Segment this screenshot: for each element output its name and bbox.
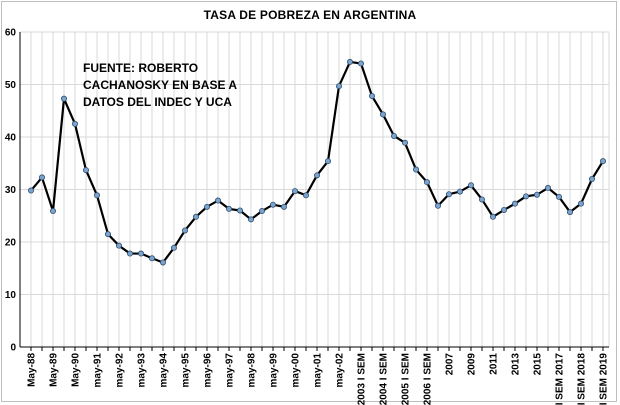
data-point — [148, 255, 155, 262]
data-point — [116, 242, 123, 249]
data-point — [247, 216, 254, 223]
data-point — [534, 191, 541, 198]
data-point — [291, 188, 298, 195]
data-point — [280, 203, 287, 210]
axes — [19, 32, 609, 351]
data-point — [456, 188, 463, 195]
x-tick-label: may-02 — [335, 353, 346, 388]
x-tick-label: may-98 — [247, 353, 258, 388]
data-point — [379, 111, 386, 118]
data-points — [27, 58, 607, 266]
data-point — [545, 184, 552, 191]
x-tick-label: 2015 — [533, 353, 544, 376]
x-tick-label: may-00 — [291, 353, 302, 388]
data-point — [578, 200, 585, 207]
x-tick-label: 2011 — [489, 353, 500, 375]
x-tick-label: may-92 — [115, 353, 126, 388]
x-tick-label: may-97 — [225, 353, 236, 388]
data-point — [137, 250, 144, 257]
data-point — [478, 196, 485, 203]
data-point — [390, 132, 397, 139]
data-point — [357, 60, 364, 67]
x-tick-label: may-96 — [203, 353, 214, 388]
x-tick-label: may-94 — [159, 353, 170, 388]
data-point — [105, 231, 112, 238]
data-point — [434, 202, 441, 209]
x-tick-label: may-01 — [313, 353, 324, 388]
data-point — [302, 192, 309, 199]
data-point — [159, 259, 166, 266]
data-point — [523, 193, 530, 200]
data-point — [368, 93, 375, 100]
data-point — [83, 167, 90, 174]
data-point — [467, 182, 474, 189]
y-tick-label: 30 — [5, 185, 17, 196]
y-tick-label: 20 — [5, 238, 17, 249]
data-point — [346, 58, 353, 65]
data-point — [127, 250, 134, 257]
x-tick-label: May-88 — [27, 353, 38, 387]
data-point — [600, 158, 607, 165]
data-point — [335, 83, 342, 90]
data-point — [225, 205, 232, 212]
data-point — [445, 191, 452, 198]
data-point — [589, 175, 596, 182]
x-tick-label: 2004 I SEM — [379, 353, 390, 405]
data-point — [72, 120, 79, 127]
data-point — [412, 166, 419, 173]
data-point — [236, 207, 243, 214]
data-point — [192, 213, 199, 220]
data-point — [567, 209, 574, 216]
data-point — [94, 192, 101, 199]
data-point — [27, 187, 34, 194]
x-tick-label: 2005 I SEM — [401, 353, 412, 405]
data-point — [500, 206, 507, 213]
data-point — [61, 95, 68, 102]
x-tick-label: may-91 — [93, 353, 104, 388]
x-tick-label: 2003 I SEM — [357, 353, 368, 405]
x-tick-label: 2013 — [511, 353, 522, 376]
y-tick-label: 40 — [5, 133, 17, 144]
x-tick-label: may-99 — [269, 353, 280, 388]
data-point — [181, 227, 188, 234]
x-tick-label: May-90 — [71, 353, 82, 387]
y-tick-label: 60 — [5, 28, 17, 39]
x-tick-label: I SEM 2018 — [577, 353, 588, 405]
data-point — [258, 208, 265, 215]
data-point — [39, 174, 46, 181]
data-point — [556, 193, 563, 200]
data-point — [170, 244, 177, 251]
y-tick-label: 10 — [5, 290, 17, 301]
source-note: FUENTE: ROBERTO CACHANOSKY EN BASE A DAT… — [83, 61, 237, 109]
data-point — [313, 172, 320, 179]
y-tick-label: 0 — [10, 343, 16, 354]
data-point — [489, 213, 496, 220]
x-tick-label: may-95 — [181, 353, 192, 388]
x-tick-label: I SEM 2019 — [599, 353, 610, 405]
chart-title: TASA DE POBREZA EN ARGENTINA — [203, 8, 417, 22]
data-point — [203, 203, 210, 210]
data-point — [269, 201, 276, 208]
y-tick-labels: 0 10 20 30 40 50 60 — [5, 28, 17, 354]
x-tick-label: 2007 — [445, 353, 456, 376]
x-tick-label: may-93 — [137, 353, 148, 388]
data-point — [512, 200, 519, 207]
x-tick-label: I SEM 2017 — [555, 353, 566, 405]
data-point — [401, 139, 408, 146]
x-tick-label: 2009 — [467, 353, 478, 376]
data-point — [324, 158, 331, 165]
data-point — [50, 208, 57, 215]
x-tick-labels: May-88 May-89 May-90 may-91 may-92 may-93 may-… — [27, 353, 610, 405]
data-point — [423, 179, 430, 186]
y-tick-label: 50 — [5, 80, 17, 91]
data-point — [214, 197, 221, 204]
x-tick-label: 2006 I SEM — [423, 353, 434, 405]
x-tick-label: May-89 — [49, 353, 60, 387]
